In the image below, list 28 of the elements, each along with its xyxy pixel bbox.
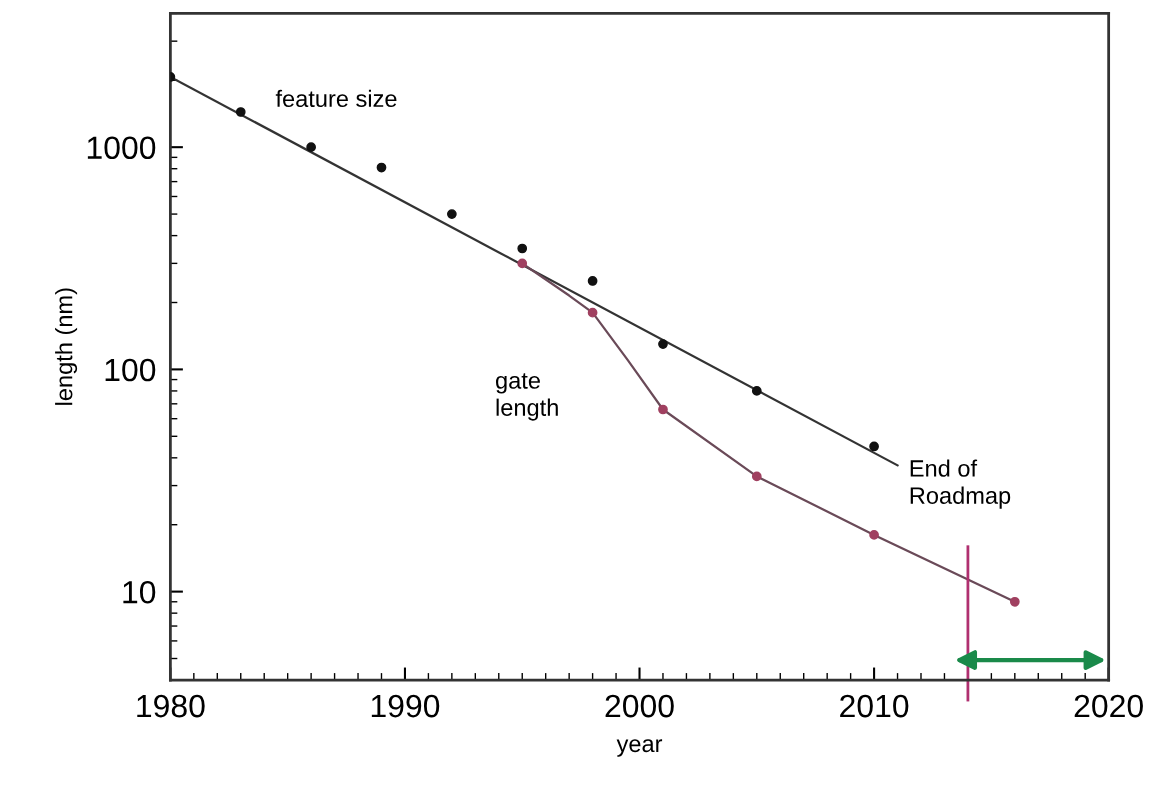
x-tick-label: 2020 xyxy=(1074,694,1143,718)
x-tick-label: 2000 xyxy=(605,694,674,718)
point xyxy=(658,404,668,415)
point xyxy=(517,243,528,254)
point xyxy=(517,258,528,269)
annotation: End of Roadmap xyxy=(910,459,1011,509)
point xyxy=(658,339,668,349)
x-tick-label: 2010 xyxy=(840,694,909,718)
point xyxy=(751,386,762,396)
point xyxy=(751,471,762,482)
y-tick-label: 10 xyxy=(123,580,156,604)
annotation: gate length xyxy=(496,373,558,421)
annotation: feature size xyxy=(275,89,397,108)
x-tick-label: 1980 xyxy=(137,694,205,718)
x-axis-title: year xyxy=(616,739,663,757)
y-tick-label: 1000 xyxy=(87,136,156,160)
y-tick-label: 100 xyxy=(105,358,156,382)
point xyxy=(306,142,316,153)
point xyxy=(447,209,457,219)
point xyxy=(587,307,598,318)
point xyxy=(1009,596,1020,607)
point xyxy=(235,107,246,117)
point xyxy=(869,441,879,452)
y-axis-title: length (nm) xyxy=(55,288,78,405)
point xyxy=(869,530,879,540)
x-tick-label: 1990 xyxy=(371,694,440,718)
point xyxy=(376,162,387,173)
point xyxy=(587,276,598,286)
